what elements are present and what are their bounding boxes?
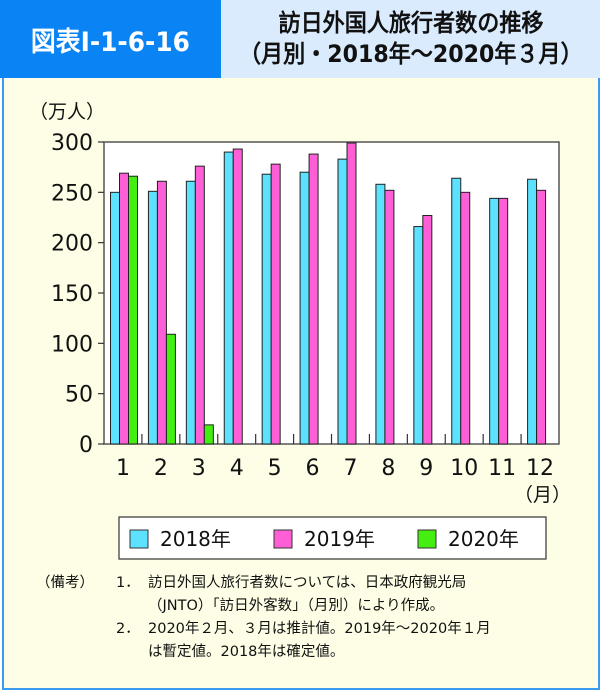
bar-2019-3 bbox=[194, 165, 205, 445]
bar-2019-1 bbox=[119, 172, 129, 445]
bar-2018-8 bbox=[375, 183, 386, 445]
figure-title: 訪日外国人旅行者数の推移 （月別・2018年～2020年３月） bbox=[221, 0, 600, 78]
notes-label: （備考） bbox=[36, 575, 94, 591]
bar-2019-10 bbox=[460, 191, 471, 445]
title-line-2: （月別・2018年～2020年３月） bbox=[238, 40, 583, 68]
note-1-number: 1． bbox=[116, 575, 140, 591]
figure-id: 図表Ⅰ-1-6-16 bbox=[31, 26, 190, 58]
legend-label-2020: 2020年 bbox=[448, 527, 519, 551]
note-1-line-2: （JNTO）「訪日外客数」（月別）により作成。 bbox=[148, 598, 445, 614]
y-tick-label: 250 bbox=[51, 181, 93, 206]
bar-2019-8 bbox=[384, 189, 395, 445]
legend-item-2019: 2019年 bbox=[273, 527, 375, 551]
bar-2018-5 bbox=[261, 173, 272, 445]
bar-2018-3 bbox=[185, 180, 196, 445]
x-axis: 1 2 3 4 5 6 7 8 9 10 11 12 bbox=[116, 456, 554, 481]
x-tick-label: 5 bbox=[268, 456, 282, 481]
note-2-line-2: は暫定値。2018年は確定値。 bbox=[148, 644, 345, 660]
note-1-line-1: 訪日外国人旅行者数については、日本政府観光局 bbox=[148, 575, 467, 591]
bar-2019-9 bbox=[422, 214, 433, 445]
bar-2018-7 bbox=[337, 158, 348, 445]
bar-2020-1 bbox=[128, 175, 138, 445]
x-tick-label: 2 bbox=[154, 456, 168, 481]
bar-2020-3 bbox=[203, 424, 214, 445]
y-tick-label: 100 bbox=[51, 332, 93, 357]
legend-item-2018: 2018年 bbox=[129, 527, 231, 551]
legend-item-2020: 2020年 bbox=[417, 527, 519, 551]
bar-2019-5 bbox=[270, 163, 281, 445]
x-tick-label: 6 bbox=[306, 456, 320, 481]
bar-2020-2 bbox=[165, 333, 176, 445]
x-tick-label: 9 bbox=[419, 456, 433, 481]
legend-swatch-2020 bbox=[417, 529, 437, 549]
bar-2018-11 bbox=[489, 197, 500, 445]
y-axis: 0 50 100 150 200 250 300 bbox=[51, 131, 104, 458]
x-tick-label: 1 bbox=[116, 456, 130, 481]
note-2-line-1: 2020年２月、３月は推計値。2019年～2020年１月 bbox=[148, 621, 491, 637]
legend: 2018年 2019年 2020年 bbox=[118, 516, 547, 560]
x-tick-label: 11 bbox=[488, 456, 516, 481]
x-tick-label: 10 bbox=[450, 456, 478, 481]
y-axis-unit: （万人） bbox=[29, 101, 105, 123]
x-axis-unit: （月） bbox=[514, 484, 571, 506]
y-tick-label: 150 bbox=[51, 282, 93, 307]
legend-swatch-2019 bbox=[273, 529, 293, 549]
bar-2018-9 bbox=[413, 226, 424, 445]
bar-2019-11 bbox=[498, 197, 509, 445]
bar-2019-12 bbox=[536, 189, 547, 445]
x-tick-label: 8 bbox=[381, 456, 395, 481]
bar-2018-1 bbox=[110, 191, 120, 445]
y-tick-label: 50 bbox=[65, 383, 93, 408]
x-tick-label: 4 bbox=[230, 456, 244, 481]
plot-area bbox=[103, 141, 560, 445]
bar-2018-6 bbox=[299, 171, 310, 445]
legend-label-2019: 2019年 bbox=[304, 527, 375, 551]
x-tick-label: 12 bbox=[526, 456, 554, 481]
y-tick-label: 200 bbox=[51, 232, 93, 257]
x-tick-label: 3 bbox=[192, 456, 206, 481]
x-tick-label: 7 bbox=[343, 456, 357, 481]
bar-2018-12 bbox=[527, 178, 538, 445]
bar-2019-4 bbox=[232, 148, 243, 445]
title-line-1: 訪日外国人旅行者数の推移 bbox=[278, 9, 543, 37]
bar-2018-2 bbox=[147, 190, 158, 445]
y-tick-label: 300 bbox=[51, 131, 93, 156]
figure-id-badge: 図表Ⅰ-1-6-16 bbox=[0, 0, 221, 78]
legend-swatch-2018 bbox=[129, 529, 149, 549]
y-tick-label: 0 bbox=[79, 433, 93, 458]
legend-label-2018: 2018年 bbox=[160, 527, 231, 551]
note-2-number: 2． bbox=[116, 621, 140, 637]
bar-2019-2 bbox=[156, 180, 167, 445]
bar-2019-6 bbox=[308, 153, 319, 445]
bar-2018-10 bbox=[451, 177, 462, 445]
bar-2019-7 bbox=[346, 142, 357, 445]
plot-background bbox=[103, 141, 560, 445]
bar-2018-4 bbox=[223, 151, 234, 445]
